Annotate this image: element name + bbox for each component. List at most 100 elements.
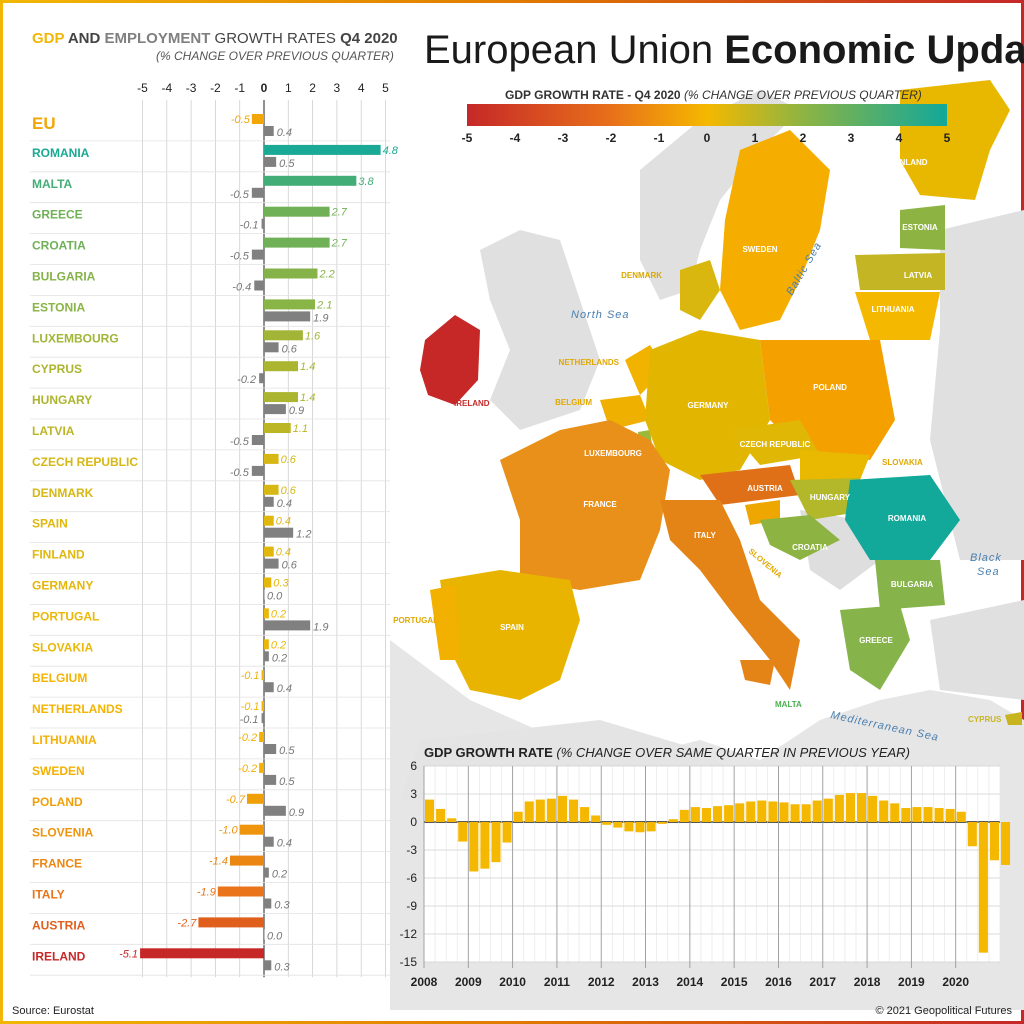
gdp-bar xyxy=(264,175,357,186)
ts-bar xyxy=(580,807,590,822)
gdp-value-label: 4.8 xyxy=(383,145,399,157)
ts-x-tick: 2012 xyxy=(588,975,615,989)
label-italy: ITALY xyxy=(694,531,716,540)
ts-bar xyxy=(845,793,855,822)
x-tick-label: 4 xyxy=(358,81,365,95)
austria-shape xyxy=(700,465,800,505)
employment-bar xyxy=(254,280,264,291)
label-poland: POLAND xyxy=(813,383,847,392)
ts-bar xyxy=(735,803,745,822)
gdp-bar xyxy=(261,701,264,712)
ts-bar xyxy=(635,822,645,833)
employment-value-label: 1.9 xyxy=(313,621,328,633)
title-main: European Union xyxy=(424,28,714,72)
gdp-value-label: -1.4 xyxy=(209,856,228,868)
gdp-bar xyxy=(264,206,330,217)
ts-bar xyxy=(690,807,700,822)
employment-bar xyxy=(264,156,277,167)
category-label: SLOVENIA xyxy=(32,826,94,840)
employment-bar xyxy=(264,651,269,662)
employment-value-label: 0.6 xyxy=(282,560,298,572)
ts-bar xyxy=(546,798,556,822)
ts-x-tick: 2020 xyxy=(942,975,969,989)
ts-bar xyxy=(524,801,534,822)
ts-x-tick: 2009 xyxy=(455,975,482,989)
ts-bar xyxy=(502,822,512,843)
ts-bar xyxy=(646,822,656,832)
gdp-value-label: -0.1 xyxy=(241,670,260,682)
ts-x-tick: 2013 xyxy=(632,975,659,989)
ts-bar xyxy=(989,822,999,861)
category-label: HUNGARY xyxy=(32,393,92,407)
croatia-shape xyxy=(760,515,840,560)
ts-bar xyxy=(436,808,446,822)
gdp-value-label: -0.2 xyxy=(238,763,257,775)
gdp-value-label: 0.2 xyxy=(271,608,286,620)
label-malta: MALTA xyxy=(775,700,802,709)
category-label: FINLAND xyxy=(32,548,85,562)
ts-y-tick: -15 xyxy=(400,955,418,969)
bulgaria-shape xyxy=(875,560,945,610)
colorbar-tick: -5 xyxy=(462,131,473,145)
employment-value-label: -0.1 xyxy=(240,220,259,232)
timeseries-subtitle: (% CHANGE OVER SAME QUARTER IN PREVIOUS … xyxy=(556,745,910,760)
gdp-bar xyxy=(264,515,274,526)
employment-bar xyxy=(264,682,274,693)
ts-bar xyxy=(923,807,933,822)
employment-value-label: 0.4 xyxy=(277,127,292,139)
ts-bar xyxy=(812,800,822,822)
employment-value-label: 0.5 xyxy=(279,745,295,757)
title-quarter: Q4 2020 xyxy=(340,30,398,47)
gdp-bar xyxy=(264,484,279,495)
denmark-shape xyxy=(680,260,720,320)
colorbar-tick: -1 xyxy=(654,131,665,145)
ts-bar xyxy=(779,802,789,822)
gdp-bar xyxy=(264,144,381,155)
ts-bar xyxy=(978,822,988,953)
x-tick-label: -5 xyxy=(137,81,148,95)
employment-bar xyxy=(264,805,286,816)
label-black-sea-2: Sea xyxy=(977,566,1000,578)
gdp-bar xyxy=(264,577,272,588)
label-denmark: DENMARK xyxy=(621,271,662,280)
colorbar-tick: 5 xyxy=(944,131,951,145)
ts-y-tick: 0 xyxy=(410,815,417,829)
category-label: NETHERLANDS xyxy=(32,702,123,716)
ts-x-tick: 2008 xyxy=(411,975,438,989)
ts-bar xyxy=(768,801,778,822)
category-label: PORTUGAL xyxy=(32,609,99,623)
ts-bar xyxy=(757,800,767,822)
x-tick-label: -4 xyxy=(161,81,172,95)
label-germany: GERMANY xyxy=(688,401,730,410)
timeseries-title: GDP GROWTH RATE (% CHANGE OVER SAME QUAR… xyxy=(424,745,910,760)
category-label: ESTONIA xyxy=(32,300,85,314)
category-label: CZECH REPUBLIC xyxy=(32,455,138,469)
employment-bar xyxy=(264,126,274,136)
ts-bar xyxy=(834,794,844,822)
gdp-value-label: -0.2 xyxy=(238,732,257,744)
employment-value-label: -0.1 xyxy=(240,714,259,726)
gdp-bar xyxy=(264,361,299,372)
ts-bar xyxy=(569,799,579,822)
x-tick-label: 2 xyxy=(309,81,316,95)
country-bar-chart: -5 -4 -3 -2 -1 0 1 2 3 4 5 EU -0.5 0.4 ROMANIA 4.8 0.5 MA… xyxy=(30,81,399,978)
x-tick-label: -3 xyxy=(186,81,197,95)
greece-shape xyxy=(840,605,910,690)
category-label: ITALY xyxy=(32,888,65,902)
sicily-shape xyxy=(740,660,775,685)
gdp-value-label: -1.0 xyxy=(219,825,239,837)
gdp-value-label: 1.4 xyxy=(300,361,315,373)
ts-bar xyxy=(956,811,966,822)
colorbar-gradient xyxy=(467,104,947,126)
category-label: FRANCE xyxy=(32,857,82,871)
germany-shape xyxy=(645,330,770,480)
left-chart-title: GDP AND EMPLOYMENT GROWTH RATES Q4 2020 xyxy=(32,30,398,47)
employment-bar xyxy=(261,218,264,229)
category-label: IRELAND xyxy=(32,949,86,963)
title-gdp: GDP xyxy=(32,30,65,47)
ts-bar xyxy=(701,808,711,822)
employment-value-label: 0.6 xyxy=(282,343,298,355)
gdp-bar xyxy=(264,392,299,403)
gdp-value-label: -0.7 xyxy=(226,794,246,806)
employment-bar xyxy=(251,187,264,198)
